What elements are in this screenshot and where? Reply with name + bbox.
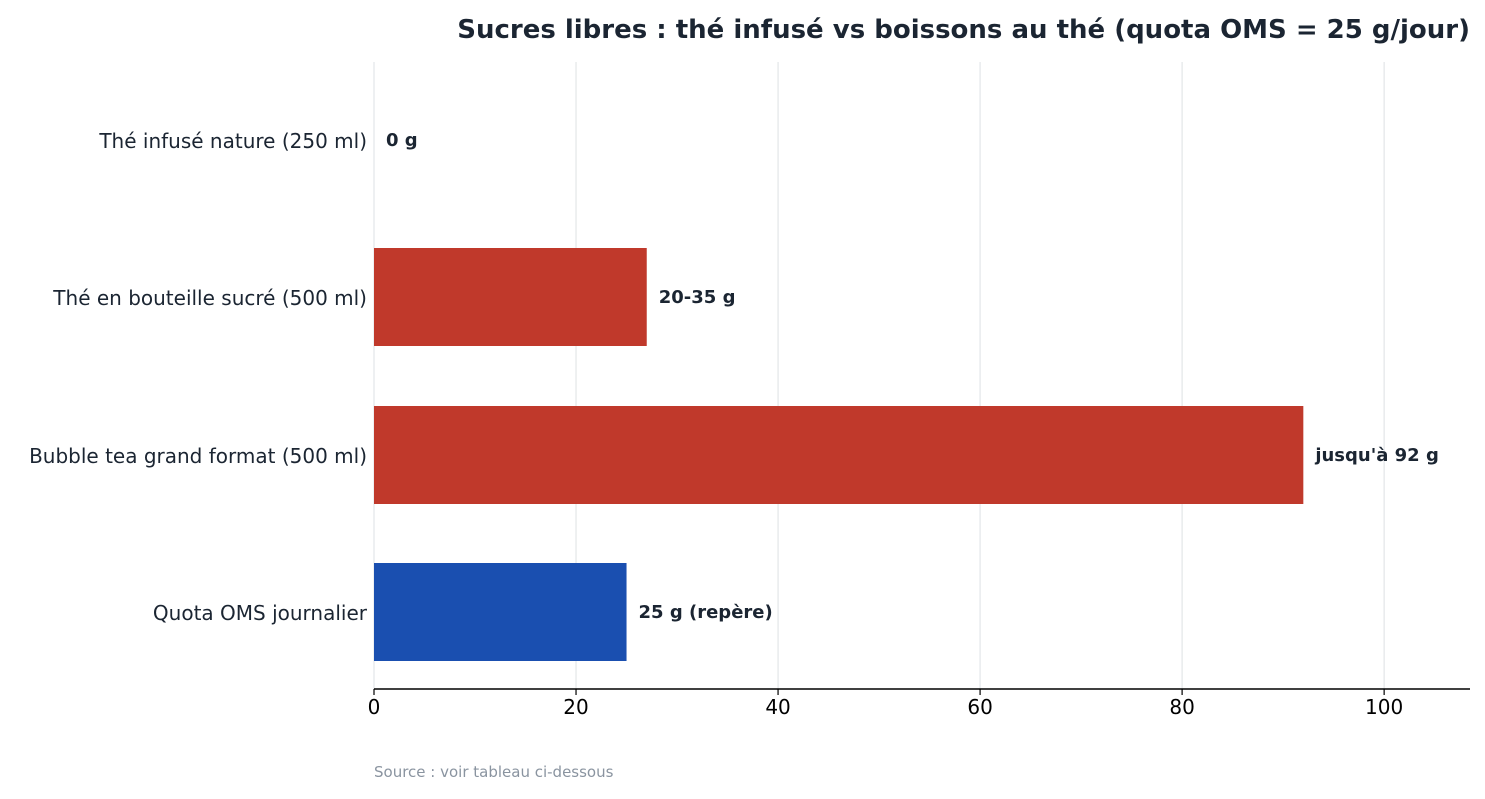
x-tick-label: 80	[1169, 695, 1194, 719]
source-note: Source : voir tableau ci-dessous	[374, 763, 614, 781]
category-labels: Thé infusé nature (250 ml) Thé en bouteil…	[29, 129, 368, 625]
x-axis-ticks: 0 20 40 60 80 100	[368, 689, 1403, 719]
bars	[374, 248, 1304, 661]
bar-3	[374, 406, 1304, 504]
data-label: 0 g	[386, 130, 418, 151]
bar-4	[374, 563, 627, 661]
chart-title: Sucres libres : thé infusé vs boissons a…	[457, 15, 1470, 45]
data-label: 20-35 g	[659, 287, 736, 308]
bar-2	[374, 248, 647, 346]
category-label: Thé en bouteille sucré (500 ml)	[52, 286, 367, 310]
data-labels: 0 g 20-35 g jusqu'à 92 g 25 g (repère)	[386, 130, 1439, 623]
data-label: 25 g (repère)	[639, 602, 773, 623]
x-tick-label: 60	[967, 695, 992, 719]
x-tick-label: 20	[563, 695, 588, 719]
x-tick-label: 40	[765, 695, 790, 719]
category-label: Bubble tea grand format (500 ml)	[29, 444, 367, 468]
category-label: Thé infusé nature (250 ml)	[98, 129, 367, 153]
category-label: Quota OMS journalier	[153, 601, 368, 625]
x-tick-label: 0	[368, 695, 381, 719]
x-tick-label: 100	[1365, 695, 1403, 719]
data-label: jusqu'à 92 g	[1314, 445, 1439, 466]
